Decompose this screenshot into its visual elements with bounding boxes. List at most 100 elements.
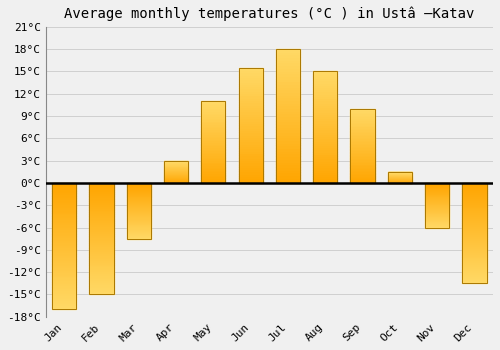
Bar [164, 176, 188, 177]
Bar [238, 153, 263, 155]
Bar [201, 162, 226, 163]
Bar [276, 172, 300, 175]
Bar [462, 221, 486, 223]
Bar [313, 169, 338, 172]
Bar [425, 227, 449, 228]
Bar [350, 132, 374, 134]
Bar [238, 169, 263, 171]
Bar [425, 203, 449, 204]
Bar [350, 118, 374, 119]
Bar [126, 191, 151, 192]
Bar [276, 159, 300, 162]
Bar [90, 203, 114, 205]
Bar [276, 81, 300, 84]
Bar [164, 175, 188, 176]
Bar [313, 167, 338, 169]
Bar [350, 156, 374, 158]
Bar [164, 162, 188, 163]
Bar [126, 235, 151, 237]
Bar [201, 126, 226, 127]
Bar [126, 211, 151, 212]
Bar [238, 134, 263, 137]
Bar [425, 201, 449, 202]
Bar [90, 192, 114, 194]
Bar [313, 143, 338, 145]
Bar [238, 82, 263, 84]
Bar [238, 121, 263, 123]
Bar [350, 138, 374, 140]
Bar [201, 131, 226, 132]
Bar [350, 153, 374, 155]
Bar [164, 180, 188, 181]
Bar [238, 139, 263, 141]
Bar [90, 223, 114, 225]
Bar [90, 198, 114, 201]
Bar [164, 166, 188, 167]
Bar [350, 125, 374, 126]
Bar [52, 307, 76, 309]
Bar [276, 97, 300, 100]
Bar [350, 122, 374, 124]
Bar [201, 145, 226, 147]
Bar [126, 203, 151, 204]
Bar [164, 172, 188, 173]
Bar [52, 251, 76, 254]
Bar [425, 213, 449, 214]
Bar [350, 181, 374, 183]
Bar [462, 207, 486, 209]
Bar [201, 175, 226, 176]
Bar [52, 246, 76, 249]
Bar [52, 256, 76, 259]
Bar [126, 223, 151, 224]
Bar [462, 235, 486, 237]
Bar [462, 239, 486, 241]
Bar [238, 155, 263, 158]
Bar [201, 147, 226, 149]
Bar [126, 183, 151, 239]
Bar [313, 83, 338, 85]
Bar [313, 74, 338, 76]
Bar [462, 185, 486, 187]
Bar [276, 162, 300, 164]
Bar [276, 68, 300, 70]
Bar [313, 138, 338, 141]
Bar [350, 110, 374, 112]
Bar [201, 132, 226, 134]
Bar [126, 194, 151, 195]
Bar [313, 85, 338, 87]
Bar [313, 130, 338, 132]
Bar [201, 113, 226, 114]
Bar [276, 108, 300, 111]
Bar [462, 237, 486, 239]
Bar [90, 234, 114, 237]
Bar [201, 101, 226, 183]
Bar [350, 169, 374, 171]
Bar [126, 200, 151, 201]
Bar [350, 141, 374, 143]
Bar [238, 146, 263, 148]
Bar [90, 268, 114, 270]
Bar [52, 218, 76, 221]
Bar [425, 202, 449, 203]
Bar [201, 181, 226, 183]
Bar [425, 188, 449, 189]
Bar [462, 183, 486, 284]
Bar [425, 187, 449, 188]
Bar [52, 188, 76, 190]
Bar [90, 288, 114, 290]
Bar [90, 212, 114, 214]
Bar [313, 141, 338, 143]
Bar [238, 107, 263, 109]
Bar [313, 154, 338, 156]
Bar [90, 201, 114, 203]
Bar [164, 168, 188, 169]
Bar [126, 206, 151, 208]
Bar [52, 274, 76, 276]
Bar [276, 70, 300, 73]
Bar [276, 89, 300, 92]
Bar [425, 198, 449, 199]
Bar [276, 62, 300, 65]
Bar [313, 123, 338, 125]
Bar [425, 192, 449, 193]
Bar [238, 72, 263, 75]
